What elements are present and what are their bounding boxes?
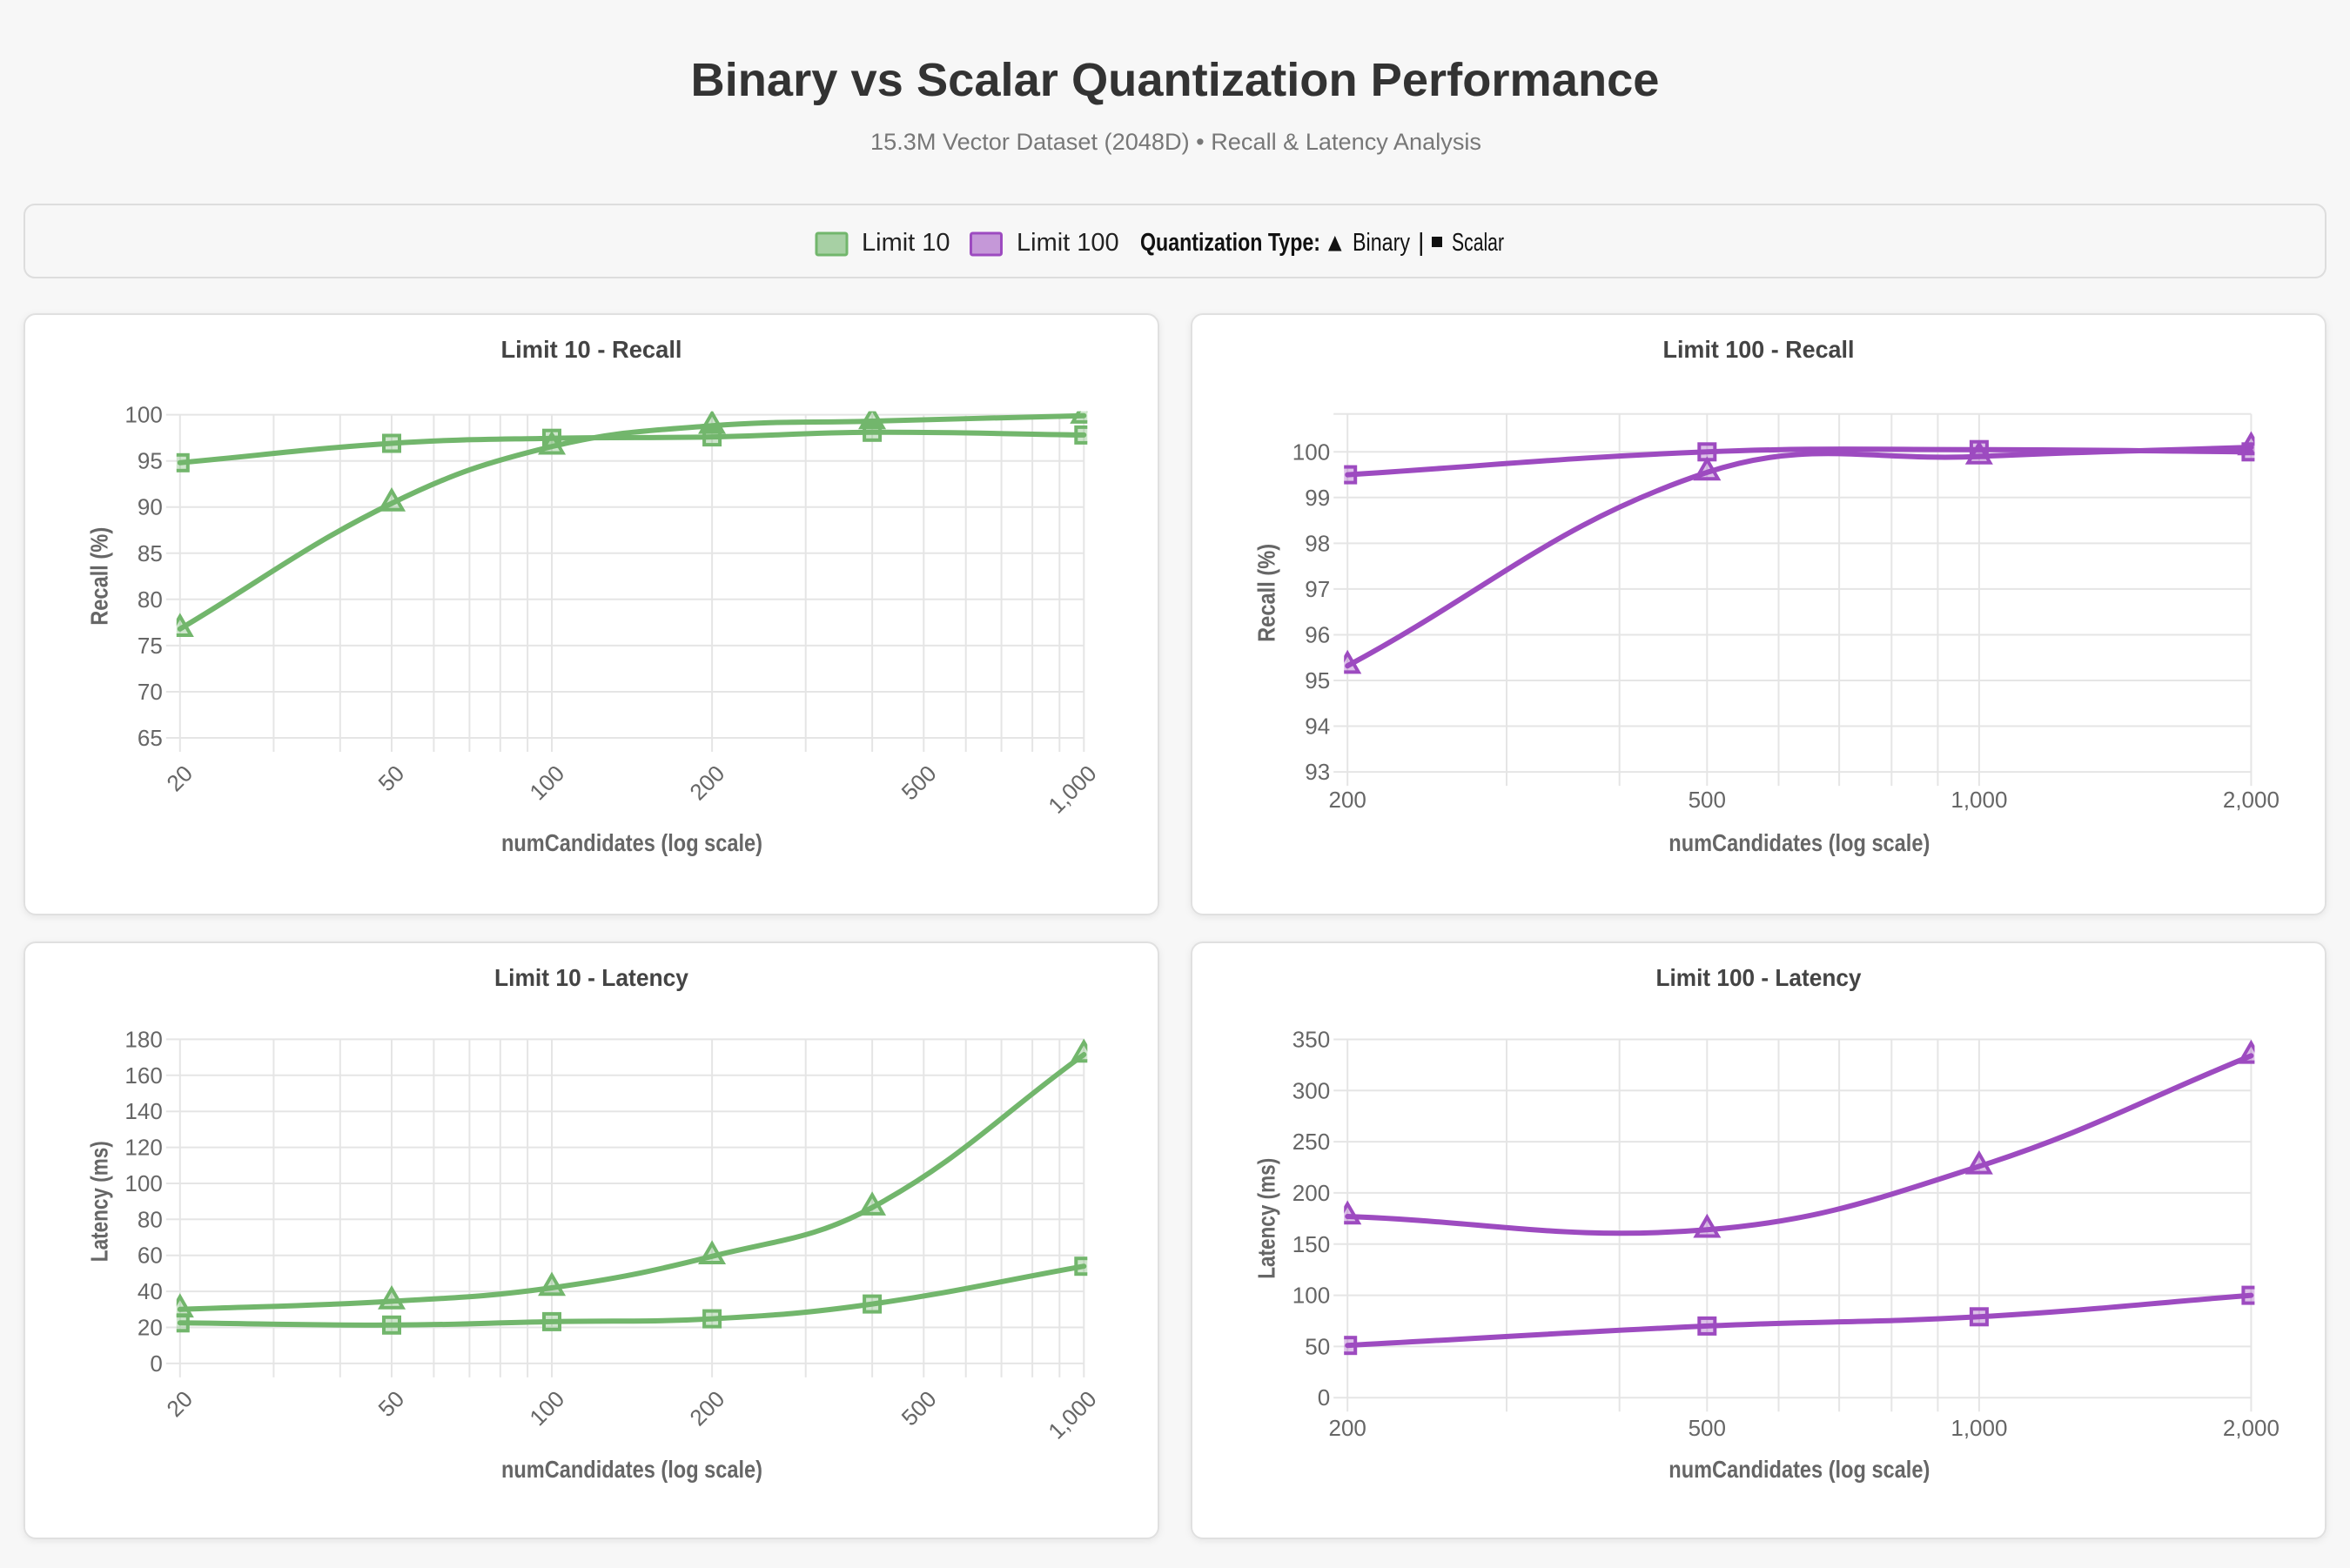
svg-text:Limit 100 - Latency: Limit 100 - Latency (1656, 964, 1862, 991)
svg-text:2,000: 2,000 (2223, 787, 2280, 813)
svg-text:1,000: 1,000 (1950, 1415, 2007, 1441)
svg-text:Recall (%): Recall (%) (86, 527, 113, 626)
svg-text:85: 85 (138, 540, 163, 566)
svg-text:90: 90 (138, 494, 163, 520)
svg-text:200: 200 (1329, 787, 1366, 813)
svg-text:Binary vs Scalar Quantization: Binary vs Scalar Quantization Performanc… (691, 54, 1660, 106)
svg-text:65: 65 (138, 725, 163, 751)
svg-text:75: 75 (138, 633, 163, 659)
svg-text:100: 100 (124, 1170, 162, 1196)
svg-text:100: 100 (1292, 439, 1330, 465)
svg-text:Latency (ms): Latency (ms) (86, 1141, 113, 1262)
svg-text:96: 96 (1305, 622, 1330, 648)
svg-text:80: 80 (138, 1206, 163, 1232)
svg-text:140: 140 (124, 1098, 162, 1124)
svg-text:200: 200 (1292, 1180, 1330, 1206)
svg-text:Latency (ms): Latency (ms) (1253, 1158, 1280, 1279)
svg-text:Limit 10 - Latency: Limit 10 - Latency (494, 964, 688, 991)
svg-text:Limit 100 - Recall: Limit 100 - Recall (1663, 336, 1855, 363)
svg-text:Limit 100: Limit 100 (1017, 229, 1119, 257)
svg-text:70: 70 (138, 679, 163, 705)
svg-text:1,000: 1,000 (1950, 787, 2007, 813)
svg-text:numCandidates (log scale): numCandidates (log scale) (501, 1456, 762, 1483)
svg-text:180: 180 (124, 1026, 162, 1052)
svg-text:2,000: 2,000 (2223, 1415, 2280, 1441)
svg-text:Recall (%): Recall (%) (1253, 544, 1280, 642)
svg-text:160: 160 (124, 1062, 162, 1089)
svg-text:300: 300 (1292, 1077, 1330, 1103)
svg-text:Quantization Type:: Quantization Type: (1140, 229, 1320, 257)
svg-text:350: 350 (1292, 1027, 1330, 1053)
svg-text:200: 200 (1329, 1415, 1366, 1441)
svg-text:Limit 10: Limit 10 (862, 229, 950, 257)
svg-text:500: 500 (1689, 1415, 1726, 1441)
svg-text:Limit 10 - Recall: Limit 10 - Recall (501, 336, 682, 363)
svg-text:0: 0 (150, 1350, 162, 1377)
svg-text:0: 0 (1318, 1384, 1330, 1411)
svg-text:80: 80 (138, 586, 163, 613)
svg-text:Scalar: Scalar (1452, 229, 1504, 257)
svg-text:|: | (1418, 229, 1425, 257)
svg-text:15.3M Vector Dataset (2048D) •: 15.3M Vector Dataset (2048D) • Recall & … (870, 129, 1481, 155)
svg-text:150: 150 (1292, 1231, 1330, 1257)
svg-text:numCandidates (log scale): numCandidates (log scale) (501, 829, 762, 856)
svg-text:numCandidates (log scale): numCandidates (log scale) (1668, 1456, 1930, 1483)
svg-text:250: 250 (1292, 1129, 1330, 1155)
svg-text:60: 60 (138, 1243, 163, 1269)
svg-text:95: 95 (1305, 667, 1330, 694)
svg-text:93: 93 (1305, 759, 1330, 785)
svg-text:40: 40 (138, 1278, 163, 1304)
svg-text:Binary: Binary (1353, 229, 1410, 257)
svg-text:99: 99 (1305, 485, 1330, 511)
svg-text:94: 94 (1305, 714, 1330, 740)
svg-text:120: 120 (124, 1135, 162, 1161)
svg-text:numCandidates (log scale): numCandidates (log scale) (1668, 829, 1930, 856)
svg-text:95: 95 (138, 448, 163, 474)
svg-text:100: 100 (124, 402, 162, 428)
svg-text:50: 50 (1305, 1333, 1330, 1359)
svg-text:100: 100 (1292, 1283, 1330, 1309)
svg-text:20: 20 (138, 1315, 163, 1341)
svg-text:98: 98 (1305, 530, 1330, 556)
svg-text:97: 97 (1305, 576, 1330, 602)
svg-text:500: 500 (1689, 787, 1726, 813)
